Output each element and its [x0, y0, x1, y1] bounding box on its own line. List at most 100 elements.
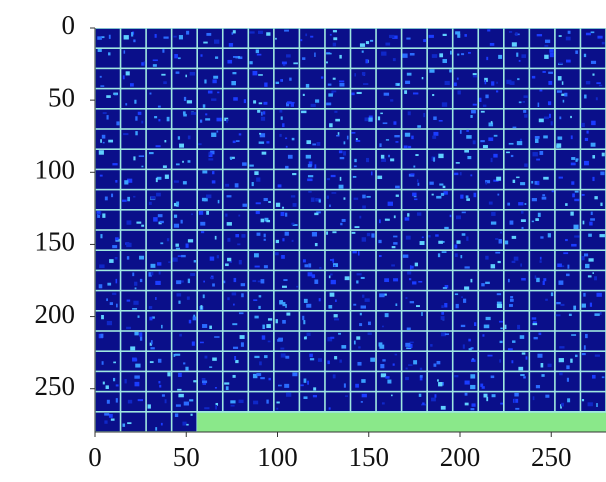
patch-speckle [336, 134, 340, 137]
patch-speckle [257, 109, 261, 113]
patch-speckle [464, 150, 470, 153]
patch-speckle [429, 181, 434, 185]
patch-speckle [303, 396, 308, 399]
patch-speckle [241, 293, 244, 298]
patch-speckle [316, 142, 321, 146]
patch-speckle [436, 195, 442, 199]
patch [427, 392, 452, 411]
patch-speckle [308, 190, 312, 193]
patch-speckle [544, 116, 550, 120]
patch-speckle [438, 120, 443, 122]
patch-speckle [409, 301, 415, 304]
patch-speckle [241, 234, 246, 238]
patch [555, 291, 580, 310]
patch-speckle [254, 315, 259, 319]
patch-speckle [536, 158, 541, 161]
patch [427, 190, 452, 209]
patch-speckle [499, 340, 503, 344]
patch-speckle [189, 399, 194, 402]
patch-speckle [132, 357, 137, 362]
patch-speckle [531, 317, 537, 320]
patch-speckle [521, 54, 527, 58]
patch-speckle [408, 145, 412, 149]
patch-speckle [109, 302, 113, 306]
patch [249, 352, 274, 371]
patch-speckle [592, 374, 596, 379]
patch-speckle [500, 402, 503, 405]
patch-speckle [306, 140, 312, 145]
patch-speckle [285, 392, 292, 397]
patch-speckle [488, 201, 493, 205]
patch-speckle [405, 80, 411, 85]
patch-speckle [174, 413, 179, 417]
patch-speckle [488, 137, 494, 142]
patch-speckle [235, 140, 240, 143]
patch-speckle [176, 204, 179, 207]
patch-speckle [515, 407, 520, 410]
patch-speckle [155, 145, 161, 148]
patch [249, 150, 274, 169]
patch-speckle [559, 372, 563, 376]
patch [427, 170, 452, 189]
patch-speckle [601, 41, 605, 45]
patch [453, 271, 478, 290]
patch-speckle [332, 231, 337, 234]
patch-speckle [575, 158, 579, 161]
patch-speckle [379, 344, 385, 349]
patch-speckle [485, 180, 491, 184]
patch-speckle [455, 303, 459, 309]
patch [555, 271, 580, 290]
patch-speckle [149, 92, 152, 95]
patch-speckle [330, 336, 335, 339]
patch-speckle [258, 305, 261, 309]
patch-speckle [233, 277, 237, 283]
patch-speckle [359, 323, 363, 327]
patch-speckle [488, 122, 494, 127]
patch-speckle [333, 37, 338, 41]
patch-speckle [116, 303, 118, 308]
patch-speckle [392, 35, 398, 39]
patch-speckle [258, 141, 265, 144]
patch [555, 170, 580, 189]
patch-speckle [284, 29, 289, 32]
patch-speckle [175, 404, 181, 407]
patch-speckle [590, 218, 595, 221]
patch-speckle [202, 324, 208, 328]
patch-speckle [190, 413, 193, 416]
patch-speckle [444, 226, 449, 230]
patch-speckle [455, 162, 460, 164]
patch-speckle [276, 407, 279, 410]
patch-speckle [200, 54, 203, 57]
patch-speckle [339, 82, 345, 87]
patch-speckle [254, 171, 259, 175]
patch-speckle [122, 75, 125, 80]
patch-speckle [201, 377, 206, 381]
patch [351, 109, 376, 129]
patch-speckle [187, 239, 194, 243]
patch-speckle [301, 110, 307, 114]
patch-speckle [536, 277, 540, 283]
patch-speckle [483, 324, 490, 329]
patch [376, 392, 401, 411]
patch-speckle [509, 304, 513, 307]
patch [146, 271, 171, 290]
patch-speckle [466, 135, 472, 139]
patch-speckle [307, 178, 313, 182]
patch [146, 109, 171, 129]
patch-speckle [595, 97, 598, 101]
patch [581, 372, 606, 391]
patch-speckle [485, 281, 490, 285]
patch-speckle [161, 324, 163, 329]
patch-speckle [379, 293, 385, 298]
patch-speckle [509, 81, 515, 85]
patch-speckle [482, 104, 487, 107]
patch [146, 89, 171, 108]
patch-speckle [133, 156, 136, 161]
patch-speckle [239, 335, 245, 339]
patch-speckle [354, 226, 360, 229]
patch [530, 89, 555, 108]
patch [146, 230, 171, 250]
patch-speckle [570, 115, 572, 119]
patch-speckle [255, 49, 260, 54]
patch-speckle [314, 212, 319, 216]
